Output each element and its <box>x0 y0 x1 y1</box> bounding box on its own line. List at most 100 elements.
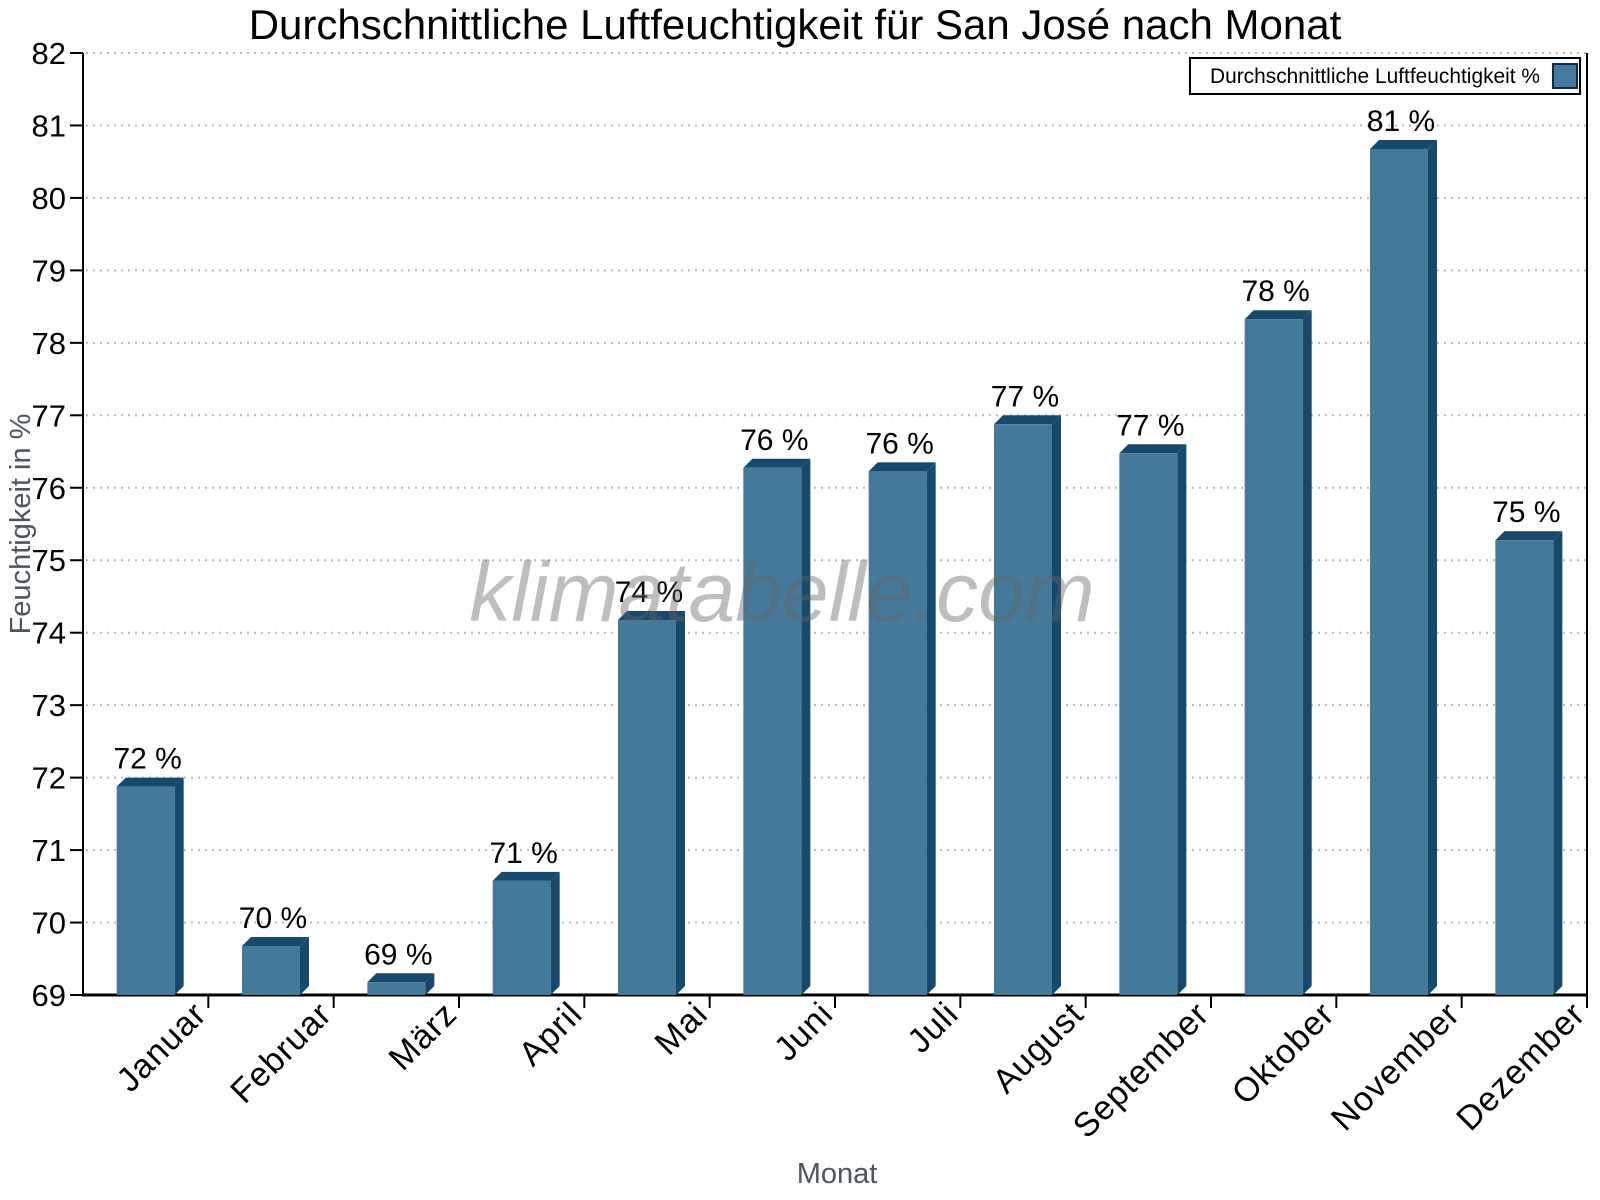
x-label-august: August <box>985 995 1091 1101</box>
y-tick-labels-layer: 69 70 71 72 73 74 75 76 77 78 79 80 81 82 <box>32 36 66 1013</box>
gridlines-layer <box>86 52 1587 924</box>
value-label-juni: 76 % <box>740 424 808 457</box>
bar-front-face <box>116 786 175 995</box>
value-label-februar: 70 % <box>239 902 307 935</box>
x-label-september: September <box>1066 995 1217 1146</box>
value-label-september: 77 % <box>1116 409 1184 442</box>
legend-label: Durchschnittliche Luftfeuchtigkeit % <box>1210 65 1540 88</box>
y-tick-label-82: 82 <box>32 36 66 71</box>
value-label-januar: 72 % <box>113 743 181 776</box>
bar-front-face <box>743 467 802 995</box>
bar-september <box>1119 444 1187 995</box>
bar-right-face <box>1428 139 1437 995</box>
y-tick-label-73: 73 <box>32 688 66 723</box>
value-labels-layer: 72 % 70 % 69 % 71 % 74 % 76 % 76 % 77 % 77 % 78 %… <box>113 105 1560 971</box>
y-tick-label-80: 80 <box>32 181 66 216</box>
value-label-juli: 76 % <box>865 427 933 460</box>
bar-top-face <box>618 610 685 620</box>
bar-top-face <box>1244 310 1312 320</box>
y-tick-label-72: 72 <box>32 761 66 796</box>
bar-top-face <box>743 458 811 468</box>
bar-märz <box>367 973 435 995</box>
value-label-dezember: 75 % <box>1492 496 1560 529</box>
x-axis-title: Monat <box>797 1158 878 1190</box>
x-label-mai: Mai <box>648 995 716 1063</box>
y-tick-label-70: 70 <box>32 906 66 941</box>
x-label-januar: Januar <box>109 995 214 1100</box>
bar-mai <box>618 610 685 995</box>
bar-right-face <box>1553 531 1563 995</box>
bar-right-face <box>174 777 184 995</box>
x-label-april: April <box>511 995 590 1074</box>
bar-right-face <box>1177 444 1187 995</box>
bar-right-face <box>1302 310 1312 995</box>
bar-oktober <box>1244 310 1312 995</box>
bar-right-face <box>801 458 811 995</box>
bar-front-face <box>367 982 426 995</box>
bar-front-face <box>1244 319 1303 995</box>
x-label-juni: Juni <box>767 995 841 1069</box>
bar-februar <box>242 937 309 995</box>
value-label-november: 81 % <box>1367 105 1435 138</box>
bar-right-face <box>926 462 936 995</box>
bar-juni <box>743 458 811 995</box>
bar-front-face <box>242 946 300 995</box>
legend: Durchschnittliche Luftfeuchtigkeit % <box>1189 57 1581 95</box>
x-label-juli: Juli <box>900 995 966 1061</box>
bar-november <box>1370 139 1437 995</box>
y-tick-label-76: 76 <box>32 471 66 506</box>
bar-top-face <box>1119 444 1187 454</box>
bar-front-face <box>1370 148 1428 995</box>
bar-top-face <box>1495 531 1563 541</box>
bar-right-face <box>425 973 435 995</box>
bar-top-face <box>116 777 184 787</box>
x-label-dezember: Dezember <box>1449 995 1592 1138</box>
x-label-november: November <box>1324 995 1467 1138</box>
bar-juli <box>868 462 936 995</box>
bar-top-face <box>367 973 435 983</box>
y-tick-label-79: 79 <box>32 253 66 288</box>
y-tick-label-81: 81 <box>32 108 66 143</box>
month-labels-layer: Januar Februar März April Mai Juni Juli AugustS… <box>109 995 1592 1146</box>
bar-right-face <box>676 610 685 995</box>
legend-swatch <box>1552 63 1578 89</box>
x-label-märz: März <box>382 995 465 1078</box>
bar-right-face <box>300 937 309 995</box>
bar-top-face <box>1370 139 1437 149</box>
bar-front-face <box>868 471 927 995</box>
bar-front-face <box>1495 540 1554 995</box>
y-tick-label-71: 71 <box>32 833 66 868</box>
value-label-august: 77 % <box>991 380 1059 413</box>
y-tick-label-78: 78 <box>32 326 66 361</box>
y-axis-title: Feuchtigkeit in % <box>5 414 37 635</box>
bar-top-face <box>868 462 936 472</box>
bar-right-face <box>550 871 560 995</box>
bar-front-face <box>618 619 676 995</box>
bar-right-face <box>1052 415 1061 995</box>
bar-april <box>492 871 560 995</box>
bar-top-face <box>242 937 309 947</box>
value-label-april: 71 % <box>489 837 557 870</box>
bar-front-face <box>1119 453 1178 995</box>
axes-layer <box>70 52 1588 1008</box>
x-label-oktober: Oktober <box>1225 995 1342 1112</box>
bar-front-face <box>994 424 1052 995</box>
y-tick-label-69: 69 <box>32 978 66 1013</box>
bar-dezember <box>1495 531 1563 995</box>
value-label-märz: 69 % <box>364 938 432 971</box>
y-tick-label-75: 75 <box>32 543 66 578</box>
chart-title: Durchschnittliche Luftfeuchtigkeit für S… <box>249 1 1342 48</box>
y-tick-label-74: 74 <box>32 616 66 651</box>
bars-layer <box>116 139 1563 995</box>
legend-box <box>1189 57 1581 95</box>
bar-august <box>994 415 1061 995</box>
watermark: klimatabelle.com <box>469 545 1095 639</box>
value-label-mai: 74 % <box>615 576 683 609</box>
bar-front-face <box>492 880 551 995</box>
value-label-oktober: 78 % <box>1241 275 1309 308</box>
bar-januar <box>116 777 184 995</box>
bar-top-face <box>994 415 1061 425</box>
bar-top-face <box>492 871 560 881</box>
